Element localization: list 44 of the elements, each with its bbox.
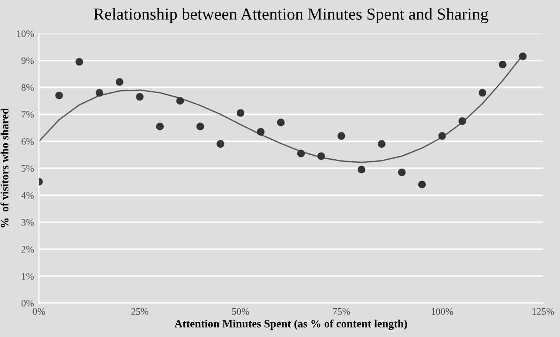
point	[116, 78, 124, 86]
y-tick-label: 8%	[22, 84, 34, 92]
point	[358, 166, 366, 174]
point	[156, 122, 164, 131]
y-tick-label: 10%	[17, 30, 34, 38]
point	[438, 132, 446, 140]
point	[478, 89, 487, 97]
point	[277, 118, 285, 126]
y-tick-label: 2%	[22, 246, 34, 253]
point	[196, 122, 204, 131]
y-tick-label: 6%	[22, 138, 34, 146]
x-tick-label: 100%	[432, 308, 454, 316]
point	[499, 60, 507, 69]
y-tick-label: 4%	[22, 192, 34, 199]
point	[176, 97, 184, 105]
point	[257, 128, 265, 136]
y-tick-label: 1%	[22, 273, 34, 280]
point	[136, 93, 144, 101]
point	[76, 58, 84, 66]
y-tick-label: 3%	[22, 219, 34, 226]
point	[338, 132, 346, 140]
y-tick-label: 7%	[22, 111, 34, 118]
x-tick-label: 75%	[333, 308, 350, 316]
point	[378, 140, 386, 148]
x-axis-title: Attention Minutes Spent (as % of content length)	[174, 320, 408, 330]
point	[216, 140, 224, 148]
x-tick-label: 0%	[33, 308, 46, 316]
point	[236, 109, 245, 118]
y-tick-label: 9%	[22, 58, 34, 64]
x-tick-label: 25%	[132, 308, 149, 316]
point	[318, 152, 326, 160]
point	[398, 168, 406, 176]
point	[418, 180, 426, 188]
x-tick-label: 125%	[532, 308, 554, 316]
y-tick-label: 5%	[22, 165, 34, 172]
x-tick-label: 50%	[232, 308, 250, 316]
chart-title: Relationship between Attention Minutes Spent and Sharing	[94, 8, 489, 24]
point	[96, 89, 104, 97]
y-tick-label: 0%	[22, 300, 34, 307]
point	[56, 92, 64, 100]
y-axis-title: % of visitors who shared	[0, 108, 9, 228]
point	[458, 118, 466, 126]
point	[297, 150, 306, 158]
point	[519, 52, 527, 60]
